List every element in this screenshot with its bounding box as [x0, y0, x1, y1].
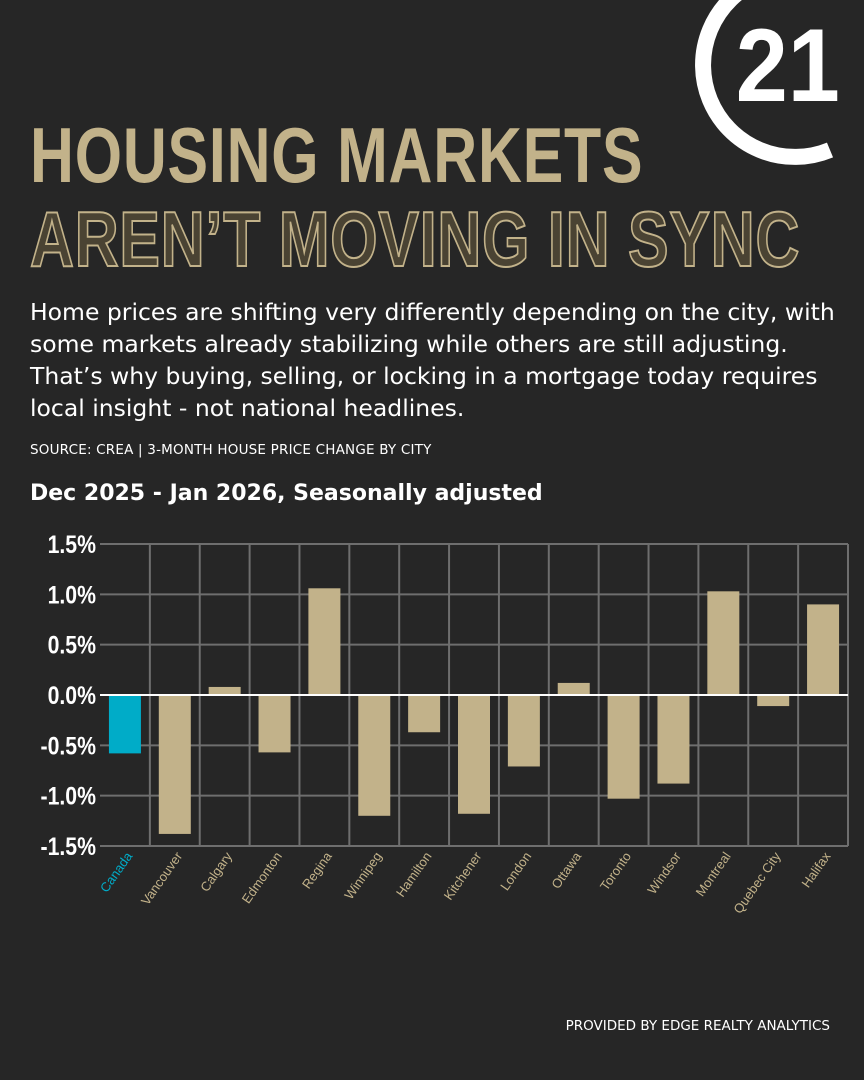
x-tick-label: Montreal	[692, 849, 733, 899]
bar-london	[507, 695, 540, 767]
logo-arc-icon	[695, 0, 834, 165]
bar-regina	[308, 588, 341, 695]
title-line-1: HOUSING MARKETS	[30, 111, 644, 199]
bar-montreal	[707, 591, 740, 695]
bar-hamilton	[408, 695, 441, 733]
bar-windsor	[657, 695, 690, 784]
x-tick-label: Canada	[97, 848, 136, 895]
y-tick-label: -1.5%	[41, 832, 96, 860]
y-tick-label: 1.0%	[48, 581, 96, 609]
logo-text: 21	[736, 6, 840, 123]
bar-vancouver	[158, 695, 191, 834]
x-tick-label: Kitchener	[441, 849, 485, 903]
bar-ottawa	[557, 682, 590, 695]
x-tick-label: Edmonton	[239, 849, 285, 906]
bar-canada	[108, 695, 141, 754]
y-tick-label: -0.5%	[41, 732, 96, 760]
description: Home prices are shifting very differentl…	[30, 298, 835, 422]
x-tick-label: Calgary	[197, 849, 235, 895]
bar-halifax	[807, 604, 840, 695]
title-line-2: AREN’T MOVING IN SYNC	[29, 195, 801, 283]
x-tick-label: Regina	[299, 848, 335, 891]
chart-title: Dec 2025 - Jan 2026, Seasonally adjusted	[30, 481, 543, 506]
y-tick-label: 0.0%	[48, 681, 96, 709]
source-note: SOURCE: CREA | 3-MONTH HOUSE PRICE CHANG…	[30, 442, 432, 458]
bar-toronto	[607, 695, 640, 799]
bar-winnipeg	[358, 695, 391, 816]
y-tick-label: 0.5%	[48, 631, 96, 659]
x-tick-label: Hamilton	[393, 849, 435, 900]
bar-quebec-city	[757, 695, 790, 707]
x-tick-label: Winnipeg	[341, 849, 384, 902]
bar-edmonton	[258, 695, 291, 753]
x-tick-label: Windsor	[644, 849, 684, 897]
y-tick-label: 1.5%	[48, 530, 96, 558]
x-tick-label: Quebec City	[730, 849, 784, 917]
x-tick-label: London	[497, 849, 534, 893]
century21-logo: 21	[695, 0, 840, 165]
y-tick-label: -1.0%	[41, 782, 96, 810]
footer-credit: PROVIDED BY EDGE REALTY ANALYTICS	[565, 1018, 830, 1034]
x-tick-label: Halifax	[798, 849, 833, 891]
x-tick-label: Vancouver	[138, 849, 186, 908]
bar-kitchener	[458, 695, 490, 814]
bar-chart: 1.5% 1.0% 0.5% 0.0% -0.5% -1.0% -1.5%Canada Van…	[41, 530, 849, 917]
x-tick-label: Ottawa	[548, 848, 584, 891]
bar-calgary	[208, 686, 241, 695]
x-tick-label: Toronto	[597, 849, 634, 893]
